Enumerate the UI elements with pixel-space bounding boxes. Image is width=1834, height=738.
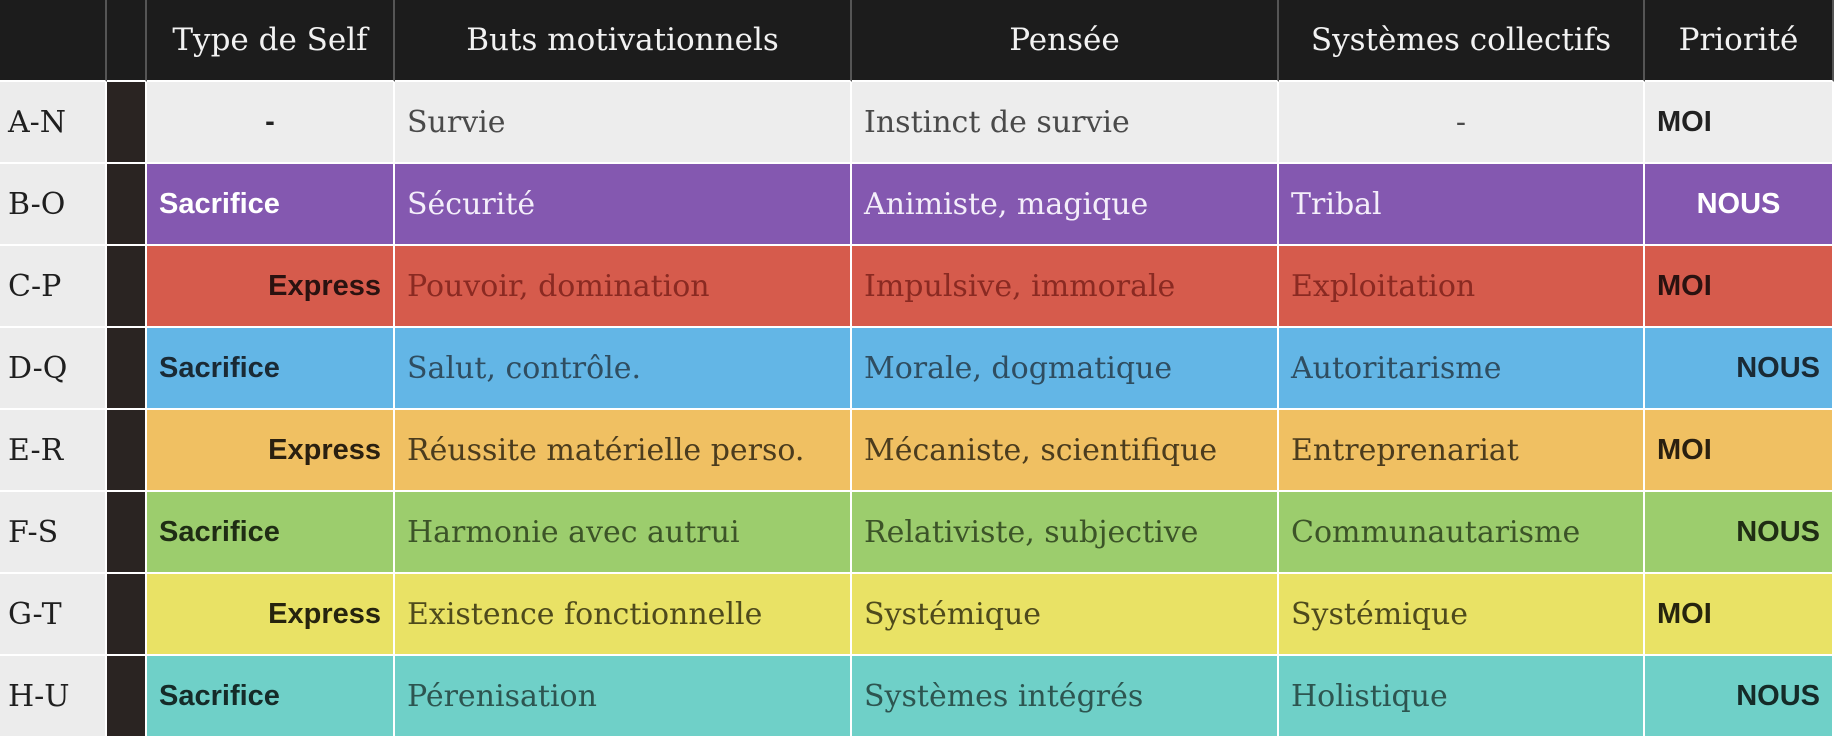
- row-label: C-P: [0, 246, 107, 328]
- header-corner: [0, 0, 107, 82]
- systemes-collectifs-cell: Holistique: [1279, 656, 1645, 738]
- buts-motivationnels-cell: Existence fonctionnelle: [395, 574, 852, 656]
- type-de-self-cell: Sacrifice: [147, 164, 395, 246]
- pensee-cell: Impulsive, immorale: [852, 246, 1279, 328]
- buts-motivationnels-cell: Réussite matérielle perso.: [395, 410, 852, 492]
- buts-motivationnels-cell: Survie: [395, 82, 852, 164]
- priorite-cell: MOI: [1645, 82, 1834, 164]
- systemes-collectifs-cell: Autoritarisme: [1279, 328, 1645, 410]
- pensee-cell: Morale, dogmatique: [852, 328, 1279, 410]
- row-label: B-O: [0, 164, 107, 246]
- row-marker-bar: [107, 246, 147, 328]
- row-marker-bar: [107, 164, 147, 246]
- header-systemes-collectifs: Systèmes collectifs: [1279, 0, 1645, 82]
- row-marker-bar: [107, 328, 147, 410]
- row-marker-bar: [107, 410, 147, 492]
- row-label: E-R: [0, 410, 107, 492]
- buts-motivationnels-cell: Salut, contrôle.: [395, 328, 852, 410]
- pensee-cell: Instinct de survie: [852, 82, 1279, 164]
- type-de-self-cell: -: [147, 82, 395, 164]
- priorite-cell: NOUS: [1645, 492, 1834, 574]
- buts-motivationnels-cell: Sécurité: [395, 164, 852, 246]
- type-de-self-cell: Sacrifice: [147, 492, 395, 574]
- type-de-self-cell: Sacrifice: [147, 328, 395, 410]
- row-label: A-N: [0, 82, 107, 164]
- priorite-cell: NOUS: [1645, 656, 1834, 738]
- row-marker-bar: [107, 82, 147, 164]
- header-buts-motivationnels: Buts motivationnels: [395, 0, 852, 82]
- systemes-collectifs-cell: Communautarisme: [1279, 492, 1645, 574]
- pensee-cell: Animiste, magique: [852, 164, 1279, 246]
- pensee-cell: Systémique: [852, 574, 1279, 656]
- header-pensee: Pensée: [852, 0, 1279, 82]
- buts-motivationnels-cell: Pérenisation: [395, 656, 852, 738]
- systemes-collectifs-cell: Entreprenariat: [1279, 410, 1645, 492]
- row-label: H-U: [0, 656, 107, 738]
- systemes-collectifs-cell: Exploitation: [1279, 246, 1645, 328]
- priorite-cell: MOI: [1645, 410, 1834, 492]
- systemes-collectifs-cell: -: [1279, 82, 1645, 164]
- type-de-self-cell: Sacrifice: [147, 656, 395, 738]
- header-type-de-self: Type de Self: [147, 0, 395, 82]
- priorite-cell: MOI: [1645, 574, 1834, 656]
- type-de-self-cell: Express: [147, 574, 395, 656]
- row-label: D-Q: [0, 328, 107, 410]
- pensee-cell: Relativiste, subjective: [852, 492, 1279, 574]
- row-marker-bar: [107, 492, 147, 574]
- buts-motivationnels-cell: Pouvoir, domination: [395, 246, 852, 328]
- pensee-cell: Mécaniste, scientifique: [852, 410, 1279, 492]
- header-bar: [107, 0, 147, 82]
- pensee-cell: Systèmes intégrés: [852, 656, 1279, 738]
- systemes-collectifs-cell: Tribal: [1279, 164, 1645, 246]
- row-label: F-S: [0, 492, 107, 574]
- row-label: G-T: [0, 574, 107, 656]
- systemes-collectifs-cell: Systémique: [1279, 574, 1645, 656]
- priorite-cell: MOI: [1645, 246, 1834, 328]
- type-de-self-cell: Express: [147, 246, 395, 328]
- type-de-self-cell: Express: [147, 410, 395, 492]
- buts-motivationnels-cell: Harmonie avec autrui: [395, 492, 852, 574]
- row-marker-bar: [107, 574, 147, 656]
- header-priorite: Priorité: [1645, 0, 1834, 82]
- priorite-cell: NOUS: [1645, 328, 1834, 410]
- row-marker-bar: [107, 656, 147, 738]
- priorite-cell: NOUS: [1645, 164, 1834, 246]
